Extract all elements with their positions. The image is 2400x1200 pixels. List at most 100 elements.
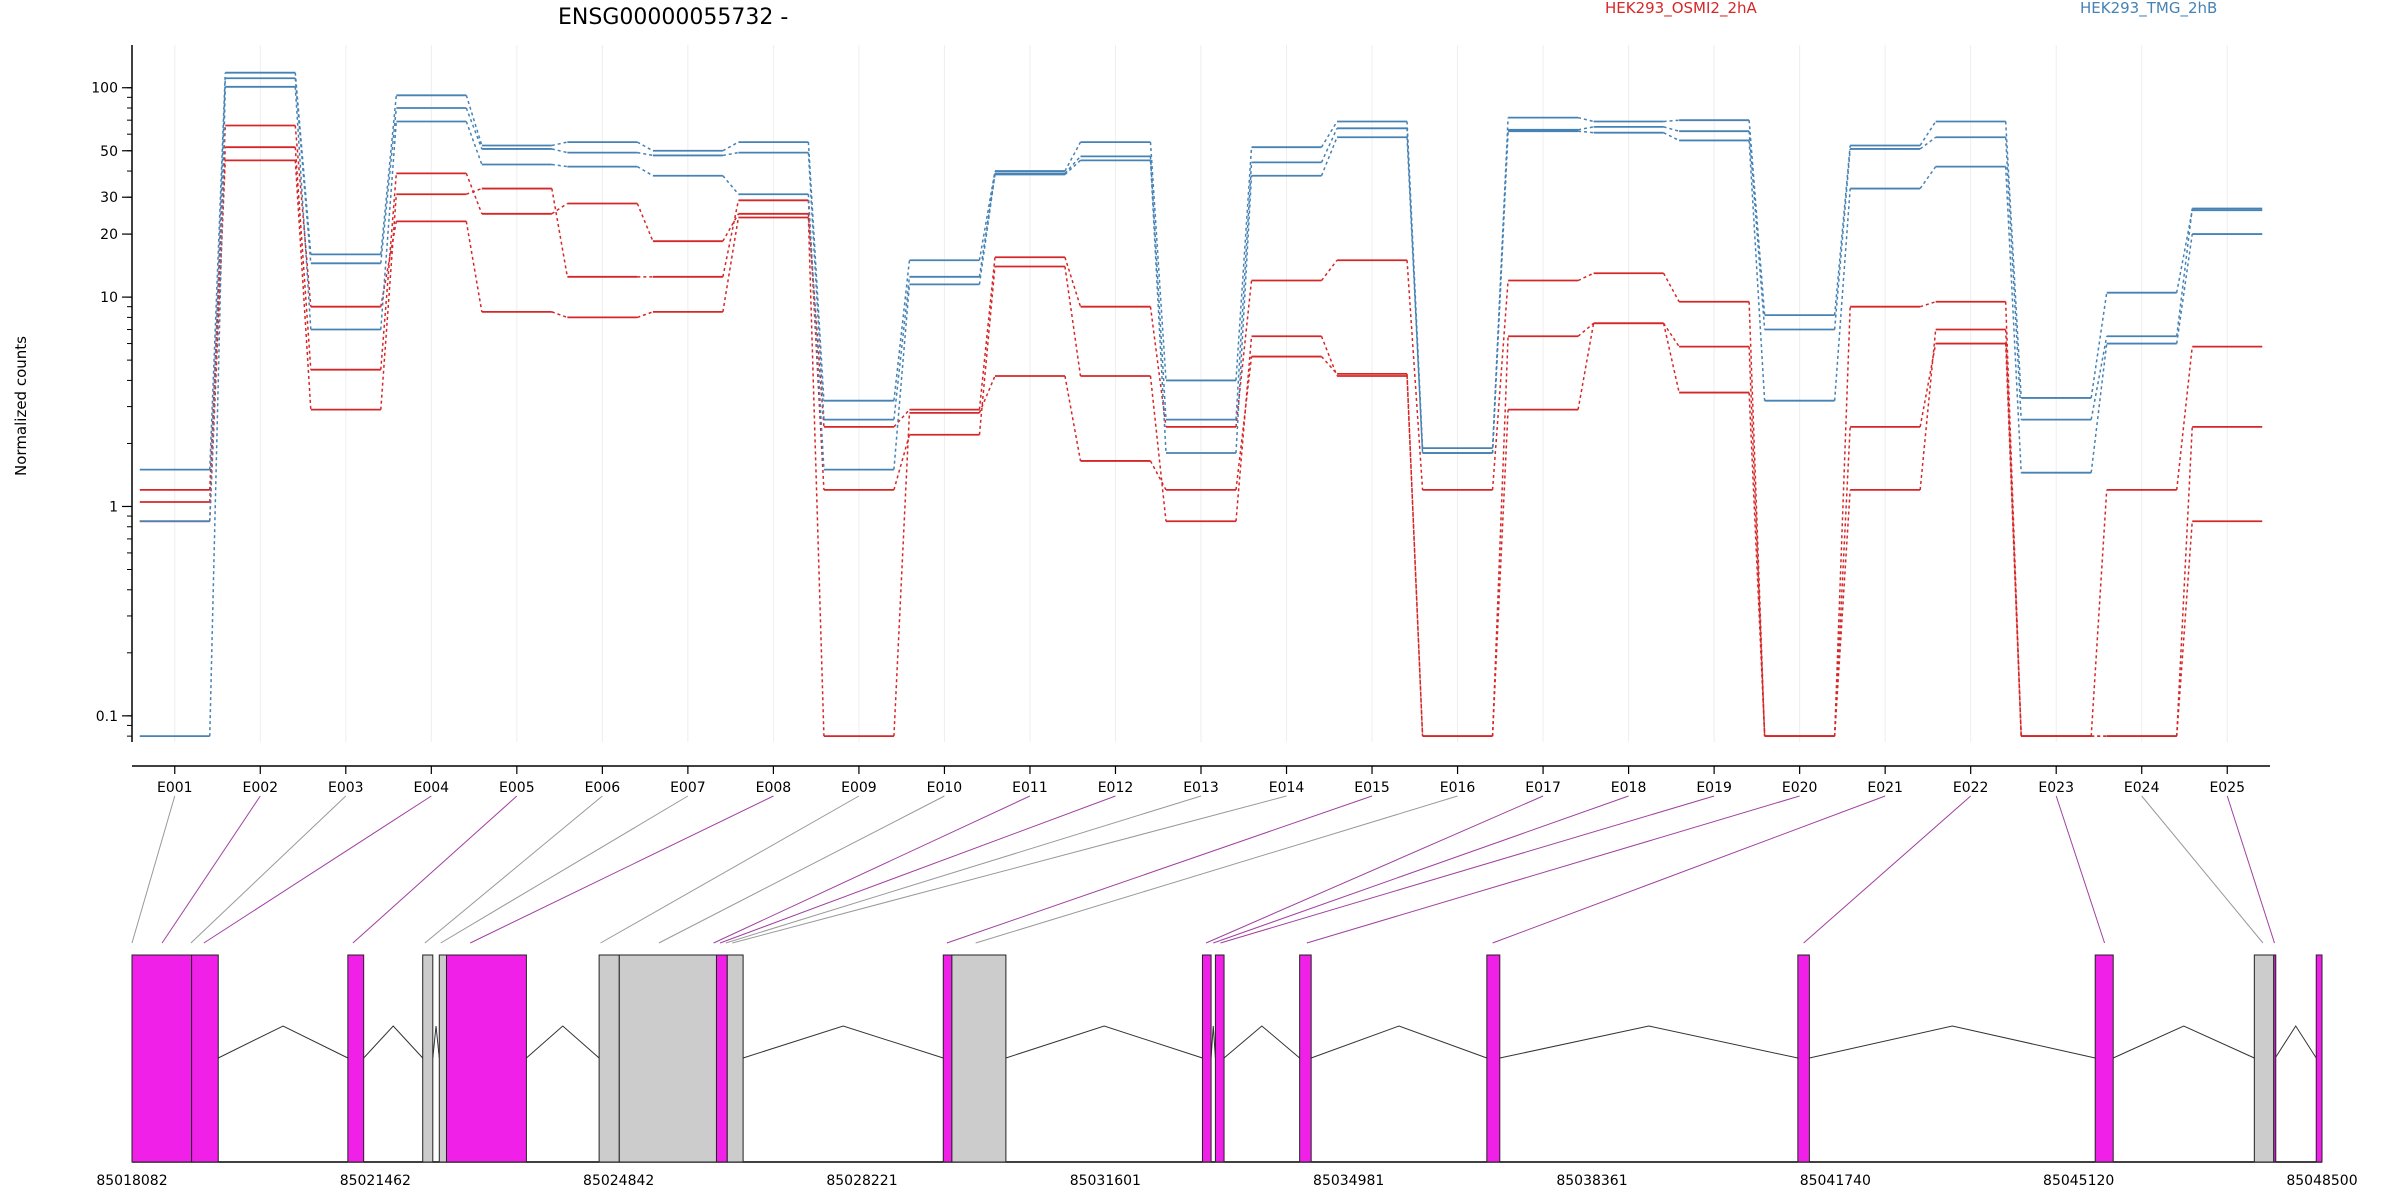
series-4 (139, 77, 2263, 523)
series-connector (722, 217, 740, 313)
gene-model: 85018082 85021462 85024842 85028221 85031601… (96, 795, 2358, 1189)
series-connector (1662, 322, 1680, 348)
series-connector (551, 141, 568, 147)
series-connector (807, 152, 825, 420)
series-connector (2175, 210, 2193, 293)
series-connector (294, 86, 312, 330)
series-connector (2090, 292, 2108, 399)
series-connector (1406, 260, 1424, 490)
series-connector (722, 151, 739, 157)
series-connector (637, 311, 654, 319)
series-connector (1406, 137, 1424, 454)
series-connector (1149, 156, 1167, 420)
bin-link (440, 795, 689, 944)
series-connector (1919, 343, 1937, 428)
exon-box (422, 954, 434, 1163)
exon-box (1486, 954, 1501, 1163)
exon-box (598, 954, 620, 1163)
x-tick-label: E004 (414, 780, 450, 796)
bin-link (424, 795, 603, 944)
series-connector (893, 409, 910, 428)
series-connector (294, 147, 312, 370)
series-connector (722, 200, 740, 277)
series-connector (1919, 329, 1937, 490)
series-connector (1406, 128, 1424, 454)
y-tick-label: 0.1 (96, 709, 118, 725)
series-connector (1748, 346, 1766, 737)
series-connector (1320, 128, 1338, 163)
bin-link (1306, 795, 1800, 944)
intron-connector (742, 1025, 944, 1059)
y-tick-label: 10 (100, 290, 118, 306)
bin-link (658, 795, 945, 944)
series-connector (1833, 306, 1851, 737)
series-connector (2175, 208, 2193, 337)
series-connector (1748, 140, 1766, 401)
y-tick-label: 100 (91, 81, 118, 97)
series-connector (1149, 460, 1167, 491)
series-connector (1235, 147, 1253, 381)
exon-box (347, 954, 365, 1163)
coordinate-label: 85034981 (1313, 1173, 1384, 1189)
bin-link (1213, 795, 1629, 944)
bin-link (131, 795, 176, 944)
series-connector (1748, 120, 1766, 316)
series-lines (139, 71, 2263, 738)
bin-link (713, 795, 1031, 944)
exon-box (131, 954, 193, 1163)
series-connector (1577, 126, 1594, 131)
series-connector (209, 72, 227, 470)
y-tick-label: 20 (100, 227, 118, 243)
series-connector (1064, 266, 1082, 377)
series-connector (1578, 130, 1594, 134)
x-tick-label: E010 (927, 780, 963, 796)
exon-box (2273, 954, 2277, 1163)
series-connector (636, 203, 654, 242)
series-connector (893, 284, 911, 470)
series-connector (978, 174, 996, 285)
y-tick-label: 50 (100, 144, 118, 160)
coordinate-label: 85041740 (1800, 1173, 1871, 1189)
bin-link (1220, 795, 1715, 944)
series-connector (209, 86, 227, 737)
intron-connector (1005, 1025, 1203, 1059)
series-connector (1662, 272, 1680, 303)
series-connector (1149, 142, 1167, 381)
intron-connector (432, 1025, 440, 1059)
exon-box (438, 954, 447, 1163)
series-connector (465, 95, 483, 146)
series-connector (466, 187, 483, 195)
x-tick-label: E008 (756, 780, 792, 796)
series-connector (1149, 160, 1167, 454)
series-connector (978, 257, 996, 410)
series-connector (1833, 145, 1851, 316)
x-tick-label: E013 (1183, 780, 1219, 796)
series-connector (722, 141, 739, 152)
series-connector (209, 78, 227, 522)
coordinate-label: 85024842 (583, 1173, 654, 1189)
x-tick-label: E002 (242, 780, 278, 796)
coordinate-label: 85028221 (826, 1173, 897, 1189)
exon-box (2094, 954, 2114, 1163)
bin-link (946, 795, 1373, 944)
bin-link (470, 795, 774, 944)
series-connector (294, 78, 312, 264)
series-connector (551, 148, 568, 154)
exon-box (2315, 954, 2323, 1163)
series-connector (1491, 336, 1509, 737)
series-connector (1149, 306, 1167, 427)
series-connector (1833, 148, 1851, 330)
x-tick-label: E001 (157, 780, 193, 796)
bin-link (1492, 795, 1886, 944)
series-connector (1748, 301, 1766, 737)
y-tick-label: 1 (109, 499, 118, 515)
x-tick-label: E022 (1953, 780, 1989, 796)
series-connector (1577, 116, 1594, 123)
x-tick-label: E019 (1696, 780, 1732, 796)
series-connector (807, 142, 825, 401)
x-tick-label: E024 (2124, 780, 2160, 796)
series-connector (1235, 162, 1253, 420)
series-connector (1320, 121, 1338, 148)
intron-connector (218, 1025, 349, 1059)
